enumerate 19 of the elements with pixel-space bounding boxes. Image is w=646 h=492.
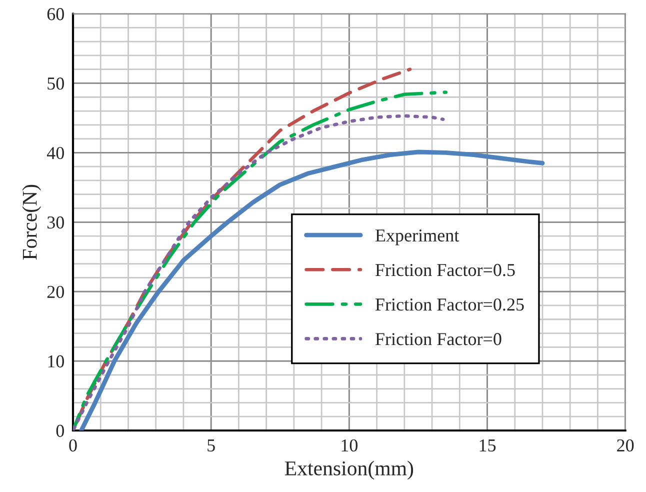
x-axis-title: Extension(mm): [284, 460, 414, 480]
x-tick-label: 15: [480, 439, 496, 452]
legend-label: Friction Factor=0.5: [375, 264, 515, 276]
legend-label: Friction Factor=0.25: [375, 298, 524, 311]
x-tick-label: 20: [617, 439, 634, 452]
y-tick-label: 40: [46, 146, 64, 160]
line-series: [79, 150, 545, 430]
y-tick-label: 10: [48, 355, 64, 368]
y-tick-label: 0: [56, 424, 64, 437]
y-tick-label: 30: [47, 216, 64, 229]
legend-label: Experiment: [375, 229, 460, 246]
y-tick-label: 20: [47, 286, 64, 298]
x-tick-label: 5: [208, 440, 215, 452]
y-tick-label: 50: [48, 77, 64, 90]
x-tick-label: 0: [69, 439, 77, 452]
legend-label: Friction Factor=0: [375, 333, 502, 346]
y-axis-title: Force(N): [22, 184, 42, 260]
y-tick-label: 60: [47, 8, 64, 20]
x-tick-label: 10: [342, 439, 358, 452]
